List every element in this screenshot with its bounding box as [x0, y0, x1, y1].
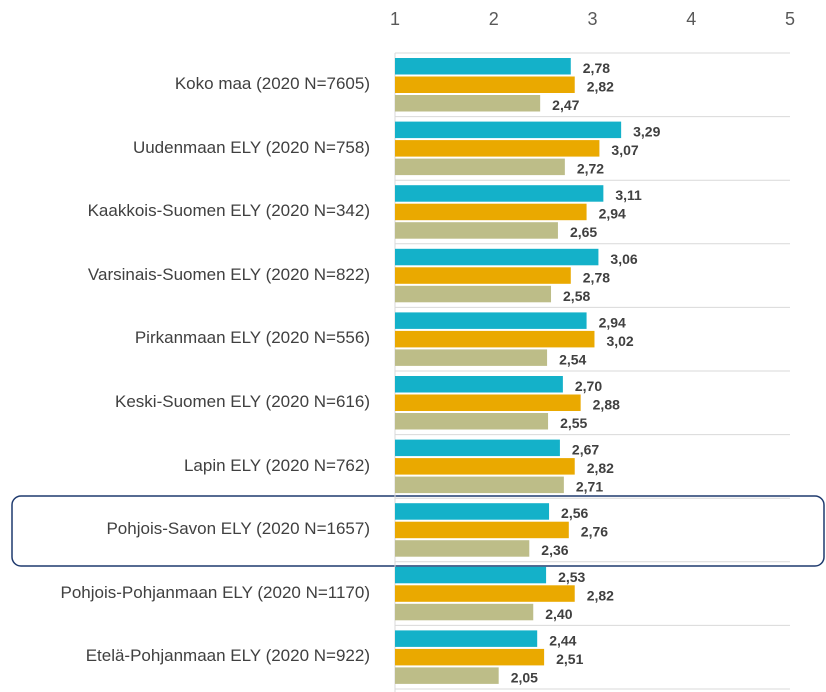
bar	[395, 458, 575, 475]
category-label: Varsinais-Suomen ELY (2020 N=822)	[87, 264, 370, 284]
value-label: 2,55	[560, 415, 587, 431]
value-label: 2,40	[545, 606, 572, 622]
bar	[395, 185, 604, 202]
category-label: Kaakkois-Suomen ELY (2020 N=342)	[87, 201, 370, 221]
bar	[395, 439, 560, 457]
value-label: 2,82	[587, 460, 614, 476]
value-label: 2,94	[599, 206, 626, 222]
category-label: Koko maa (2020 N=7605)	[174, 74, 370, 93]
bar	[395, 394, 581, 411]
bar	[395, 566, 547, 584]
value-label: 2,72	[577, 161, 604, 177]
bar	[395, 76, 575, 93]
value-label: 2,53	[558, 569, 585, 585]
bar	[395, 521, 569, 539]
bar	[395, 667, 499, 684]
value-label: 2,36	[541, 542, 568, 558]
bar	[395, 630, 538, 647]
value-label: 2,94	[599, 314, 626, 330]
category-label: Etelä-Pohjanmaan ELY (2020 N=922)	[85, 646, 370, 666]
bar	[395, 248, 599, 266]
value-label: 3,11	[615, 187, 642, 203]
value-label: 2,78	[583, 60, 610, 76]
x-tick-label: 1	[390, 9, 400, 29]
value-label: 2,44	[549, 632, 576, 648]
value-label: 2,65	[570, 224, 597, 240]
value-label: 2,67	[572, 442, 599, 458]
x-tick-label: 4	[686, 9, 696, 29]
category-label: Lapin ELY (2020 N=762)	[183, 455, 370, 475]
x-tick-label: 2	[489, 9, 499, 29]
value-label: 3,06	[610, 251, 637, 267]
bar	[395, 349, 548, 366]
category-label: Uudenmaan ELY (2020 N=758)	[132, 137, 370, 157]
bar	[395, 376, 563, 393]
value-label: 2,82	[587, 78, 614, 94]
value-label: 3,29	[633, 124, 660, 140]
bar	[395, 203, 587, 221]
bar	[395, 285, 552, 303]
bar	[395, 267, 571, 284]
bar	[395, 140, 600, 157]
value-label: 2,76	[581, 524, 608, 540]
bar	[395, 222, 558, 239]
category-label: Pohjois-Pohjanmaan ELY (2020 N=1170)	[60, 582, 370, 602]
highlight-box	[11, 495, 825, 567]
bar	[395, 158, 565, 176]
value-label: 2,58	[563, 288, 590, 304]
value-label: 3,02	[606, 333, 633, 349]
bar	[395, 476, 564, 494]
bar	[395, 540, 530, 557]
bar	[395, 648, 545, 666]
value-label: 2,88	[593, 396, 620, 412]
value-label: 2,70	[575, 378, 602, 394]
bar	[395, 585, 575, 602]
value-label: 2,51	[556, 651, 583, 667]
bar	[395, 58, 571, 75]
value-label: 2,82	[587, 587, 614, 603]
category-label: Pohjois-Savon ELY (2020 N=1657)	[106, 519, 370, 539]
value-label: 2,54	[559, 351, 586, 367]
x-tick-label: 3	[587, 9, 597, 29]
bar	[395, 330, 595, 348]
bar	[395, 603, 534, 621]
value-label: 2,71	[576, 479, 603, 495]
bar	[395, 312, 587, 329]
value-label: 2,78	[583, 269, 610, 285]
bar	[395, 121, 622, 139]
category-label: Pirkanmaan ELY (2020 N=556)	[134, 328, 370, 348]
bar	[395, 413, 549, 430]
bar	[395, 95, 541, 112]
bar	[395, 503, 550, 520]
value-label: 2,47	[552, 97, 579, 113]
category-label: Keski-Suomen ELY (2020 N=616)	[115, 392, 370, 411]
value-label: 2,56	[561, 505, 588, 521]
x-tick-label: 5	[785, 9, 795, 29]
value-label: 2,05	[511, 669, 538, 685]
value-label: 3,07	[611, 142, 638, 158]
